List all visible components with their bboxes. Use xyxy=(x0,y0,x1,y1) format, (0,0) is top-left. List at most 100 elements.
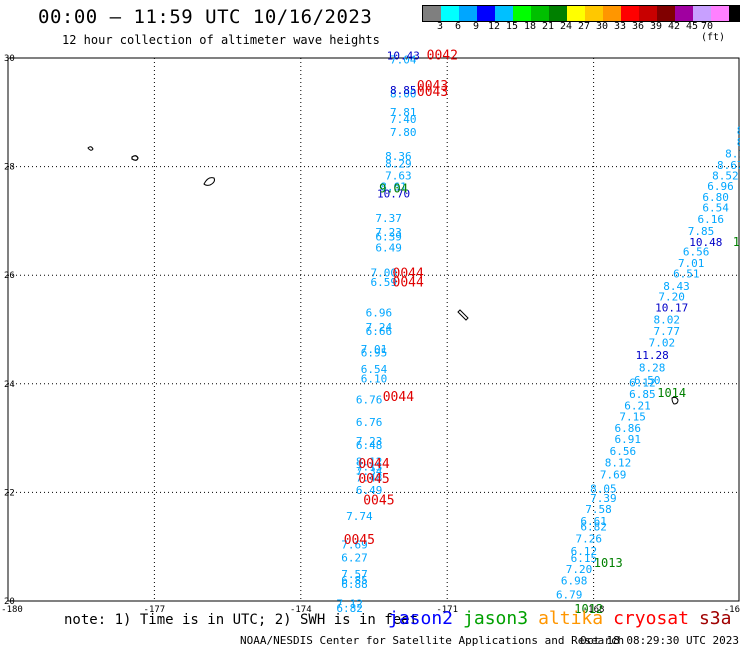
wave-height-label: 7.00 xyxy=(371,266,398,279)
colorbar-swatch xyxy=(657,6,675,21)
wave-height-label: 7.69 xyxy=(600,468,627,481)
wave-height-label: 7.13 xyxy=(356,461,383,474)
wave-height-label: 0043 xyxy=(417,79,448,94)
x-tick-label: -16 xyxy=(724,605,740,615)
wave-height-label: 7.63 xyxy=(385,170,412,183)
wave-height-label: 10.70 xyxy=(377,188,410,201)
wave-height-label: 1013 xyxy=(594,556,623,570)
colorbar-label: 9 xyxy=(472,21,480,32)
colorbar-swatch xyxy=(495,6,513,21)
x-tick-label: -171 xyxy=(436,605,458,615)
island-shape xyxy=(671,396,679,405)
y-tick-label: 22 xyxy=(4,488,15,498)
colorbar-label: 70 (ft) xyxy=(701,21,726,43)
x-tick-label: -168 xyxy=(583,605,605,615)
wave-height-label: 7.69 xyxy=(341,538,368,551)
wave-height-label: 7.26 xyxy=(575,532,602,545)
wave-height-label: 8.05 xyxy=(590,482,617,495)
wave-height-label: 8.52 xyxy=(712,170,739,183)
wave-height-label: 0045 xyxy=(358,472,389,487)
wave-height-label: 8.85 xyxy=(390,84,417,97)
x-tick-label: -180 xyxy=(1,605,23,615)
wave-height-label: 8.29 xyxy=(385,158,412,171)
colorbar-swatch xyxy=(423,6,441,21)
legend: jason2 jason3 altika cryosat s3a xyxy=(388,608,740,629)
island-shape xyxy=(457,309,469,321)
wave-height-label: 7.77 xyxy=(654,325,681,338)
wave-height-label: 6.76 xyxy=(356,393,383,406)
colorbar-label: 24 xyxy=(559,21,573,32)
colorbar-swatch xyxy=(477,6,495,21)
colorbar-swatch xyxy=(729,6,740,21)
wave-height-label: 6.54 xyxy=(702,202,729,215)
axis-tick-labels: -180 -177 -174 -171 -168 -16 30 28 26 24 22 20 xyxy=(1,54,740,615)
wave-height-label: 7.40 xyxy=(390,113,417,126)
wave-height-label: 6.54 xyxy=(361,363,388,376)
wave-height-label: 7.23 xyxy=(375,226,402,239)
wave-height-label: 7.01 xyxy=(678,257,705,270)
wave-height-label: 8.00 xyxy=(390,88,417,101)
colorbar-swatch xyxy=(459,6,477,21)
wave-height-label: 6.88 xyxy=(341,578,368,591)
wave-height-label: 8 xyxy=(737,125,740,138)
wave-height-label: 0045 xyxy=(344,533,375,548)
colorbar-label: 12 xyxy=(487,21,501,32)
plot-border xyxy=(7,57,740,602)
legend-entry: jason2 xyxy=(388,608,454,629)
wave-height-label: 7.39 xyxy=(590,492,617,505)
wave-height-label: 7.24 xyxy=(366,321,393,334)
y-tick-label: 20 xyxy=(4,597,15,607)
colorbar-swatch xyxy=(441,6,459,21)
colorbar-swatch xyxy=(549,6,567,21)
wave-height-label: 0042 xyxy=(427,49,458,64)
island-shape xyxy=(131,155,139,161)
wave-height-label: 6.10 xyxy=(361,373,388,386)
wave-height-label: 8.28 xyxy=(639,361,666,374)
wave-height-label: 6.48 xyxy=(356,439,383,452)
wave-height-label: 7.85 xyxy=(688,225,715,238)
chart-subtitle: 12 hour collection of altimeter wave hei… xyxy=(62,33,380,47)
colorbar-swatch xyxy=(675,6,693,21)
wave-height-label: 7.81 xyxy=(390,106,417,119)
wave-height-label: 7.23 xyxy=(356,435,383,448)
wave-height-label: 6.49 xyxy=(356,484,383,497)
wave-height-label: 6.39 xyxy=(375,230,402,243)
wave-height-label: 8.61 xyxy=(380,180,407,193)
wave-height-label: 7.01 xyxy=(361,343,388,356)
wave-height-label: 6.56 xyxy=(610,445,637,458)
x-tick-label: -177 xyxy=(144,605,166,615)
wave-height-label: 6.96 xyxy=(366,306,393,319)
wave-height-label: 8.12 xyxy=(605,456,632,469)
colorbar-swatch xyxy=(585,6,603,21)
colorbar-swatch xyxy=(603,6,621,21)
island-shape xyxy=(87,146,94,151)
grid xyxy=(8,58,740,601)
wave-height-label: 6.96 xyxy=(707,180,734,193)
wave-height-label: 6.51 xyxy=(673,267,700,280)
colorbar-label: 27 xyxy=(577,21,591,32)
wave-height-label: 6.79 xyxy=(556,588,583,601)
wave-height-label: 6.95 xyxy=(361,347,388,360)
wave-height-label: 7.34 xyxy=(356,465,383,478)
wave-height-label: 1014 xyxy=(657,386,686,400)
wave-height-label: 7.04 xyxy=(390,53,417,66)
colorbar-labels: 3 6 9 12 15 18 21 24 27 30 33 36 39 42 45 70 (ft) xyxy=(422,21,732,43)
wave-height-label: 7.15 xyxy=(619,411,646,424)
y-tick-label: 24 xyxy=(4,380,15,390)
island-outlines xyxy=(87,146,679,405)
wave-height-label: 7.20 xyxy=(658,291,685,304)
colorbar xyxy=(422,5,740,22)
wave-height-label: 0044 xyxy=(383,390,414,405)
wave-height-label: 6.61 xyxy=(580,515,607,528)
island-shape xyxy=(203,177,215,186)
wave-height-label: 10.48 xyxy=(689,236,722,249)
colorbar-swatch xyxy=(513,6,531,21)
wave-height-label: 7.80 xyxy=(390,126,417,139)
wave-height-label: 6.56 xyxy=(683,246,710,259)
legend-entry: altika xyxy=(538,608,604,629)
wave-height-label: 6.98 xyxy=(561,575,588,588)
colorbar-label: 36 xyxy=(631,21,645,32)
wave-height-label: 0044 xyxy=(393,276,424,291)
plot-frame xyxy=(7,57,740,602)
colorbar-label: 3 xyxy=(436,21,444,32)
